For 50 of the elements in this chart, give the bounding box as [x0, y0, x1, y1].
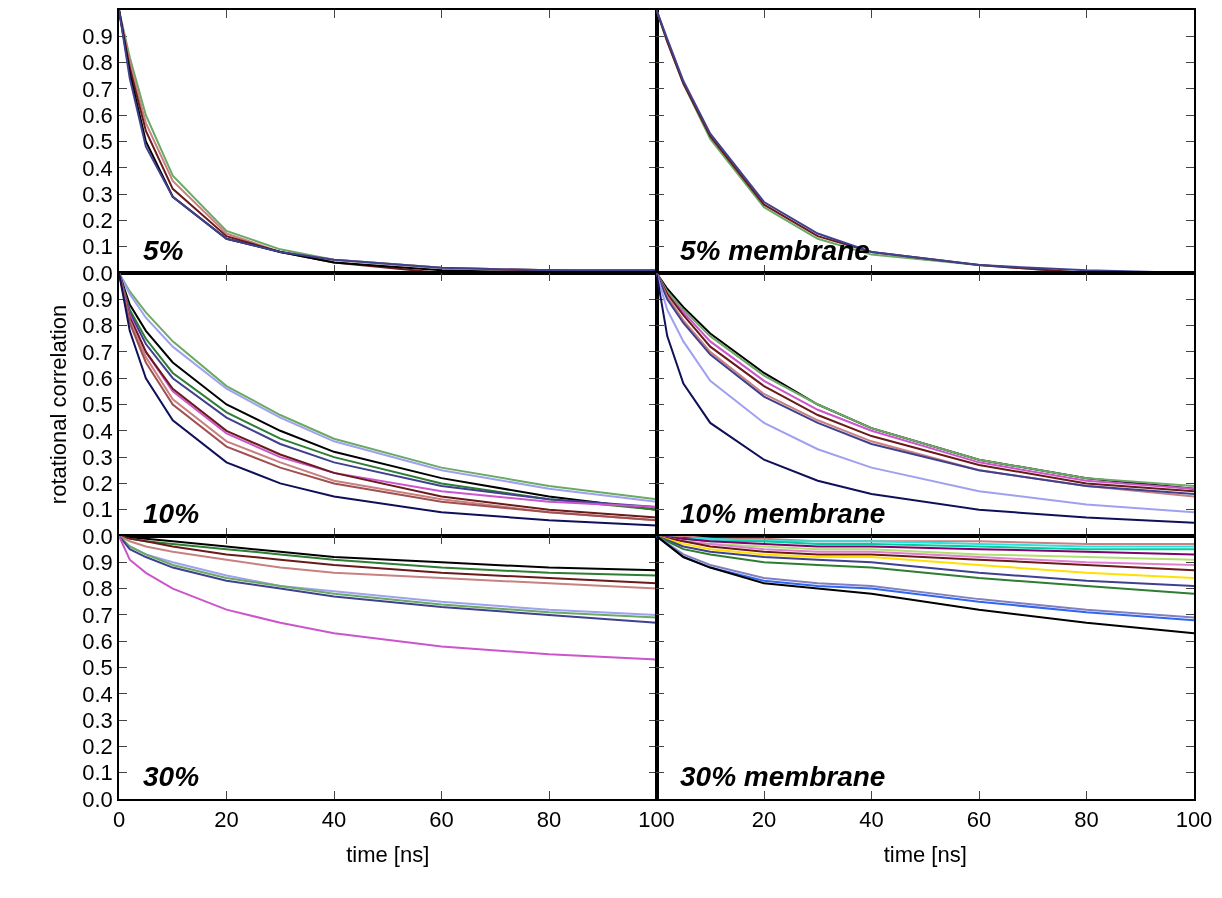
y-tick-label: 0.1 [82, 760, 113, 786]
x-tick-label: 60 [429, 807, 454, 833]
y-tick-label: 0.6 [82, 102, 113, 128]
x-tick-label: 100 [638, 807, 675, 833]
annotation: 5% membrane [680, 235, 870, 266]
y-tick-label: 0.7 [82, 602, 113, 628]
annotation: 30% membrane [680, 761, 886, 792]
y-tick-label: 0.3 [82, 444, 113, 470]
x-tick-label: 80 [1074, 807, 1099, 833]
x-axis-title: time [ns] [883, 841, 967, 867]
y-tick-label: 0.4 [82, 155, 113, 181]
y-tick-label: 0.4 [82, 681, 113, 707]
y-axis-title: rotational correlation [45, 304, 71, 505]
y-tick-label: 0.1 [82, 234, 113, 260]
y-tick-label: 0.5 [82, 392, 113, 418]
x-tick-label: 100 [1175, 807, 1213, 833]
annotation: 5% [143, 235, 184, 266]
x-tick-label: 40 [859, 807, 884, 833]
y-tick-label: 0.2 [82, 734, 113, 760]
y-tick-label: 0.8 [82, 576, 113, 602]
annotation: 10% [143, 498, 200, 529]
y-tick-label: 0.8 [82, 313, 113, 339]
x-tick-label: 40 [321, 807, 347, 833]
y-tick-label: 0.4 [82, 418, 113, 444]
y-tick-label: 0.5 [82, 655, 113, 681]
y-tick-label: 0.5 [82, 129, 113, 155]
x-tick-label: 80 [536, 807, 562, 833]
y-tick-label: 0.0 [82, 260, 113, 286]
x-tick-label: 0 [112, 807, 126, 833]
x-axis-title: time [ns] [346, 841, 430, 867]
x-tick-label: 20 [214, 807, 239, 833]
x-tick-label: 20 [751, 807, 777, 833]
y-tick-label: 0.0 [82, 786, 113, 812]
y-tick-label: 0.9 [82, 24, 113, 49]
y-tick-label: 0.7 [82, 76, 113, 102]
y-tick-label: 0.6 [82, 365, 113, 391]
annotation: 10% membrane [680, 498, 886, 529]
y-tick-label: 0.8 [82, 50, 113, 76]
y-tick-label: 0.2 [82, 208, 113, 234]
x-tick-label: 60 [966, 807, 992, 833]
y-tick-label: 0.3 [82, 707, 113, 733]
y-tick-label: 0.1 [82, 497, 113, 523]
y-tick-label: 0.9 [82, 550, 113, 575]
y-tick-label: 0.2 [82, 471, 113, 497]
y-tick-label: 0.6 [82, 628, 113, 654]
y-tick-label: 0.3 [82, 181, 113, 207]
y-tick-label: 0.9 [82, 287, 113, 312]
y-tick-label: 0.7 [82, 339, 113, 365]
y-tick-label: 0.0 [82, 523, 113, 549]
annotation: 30% [143, 761, 200, 792]
